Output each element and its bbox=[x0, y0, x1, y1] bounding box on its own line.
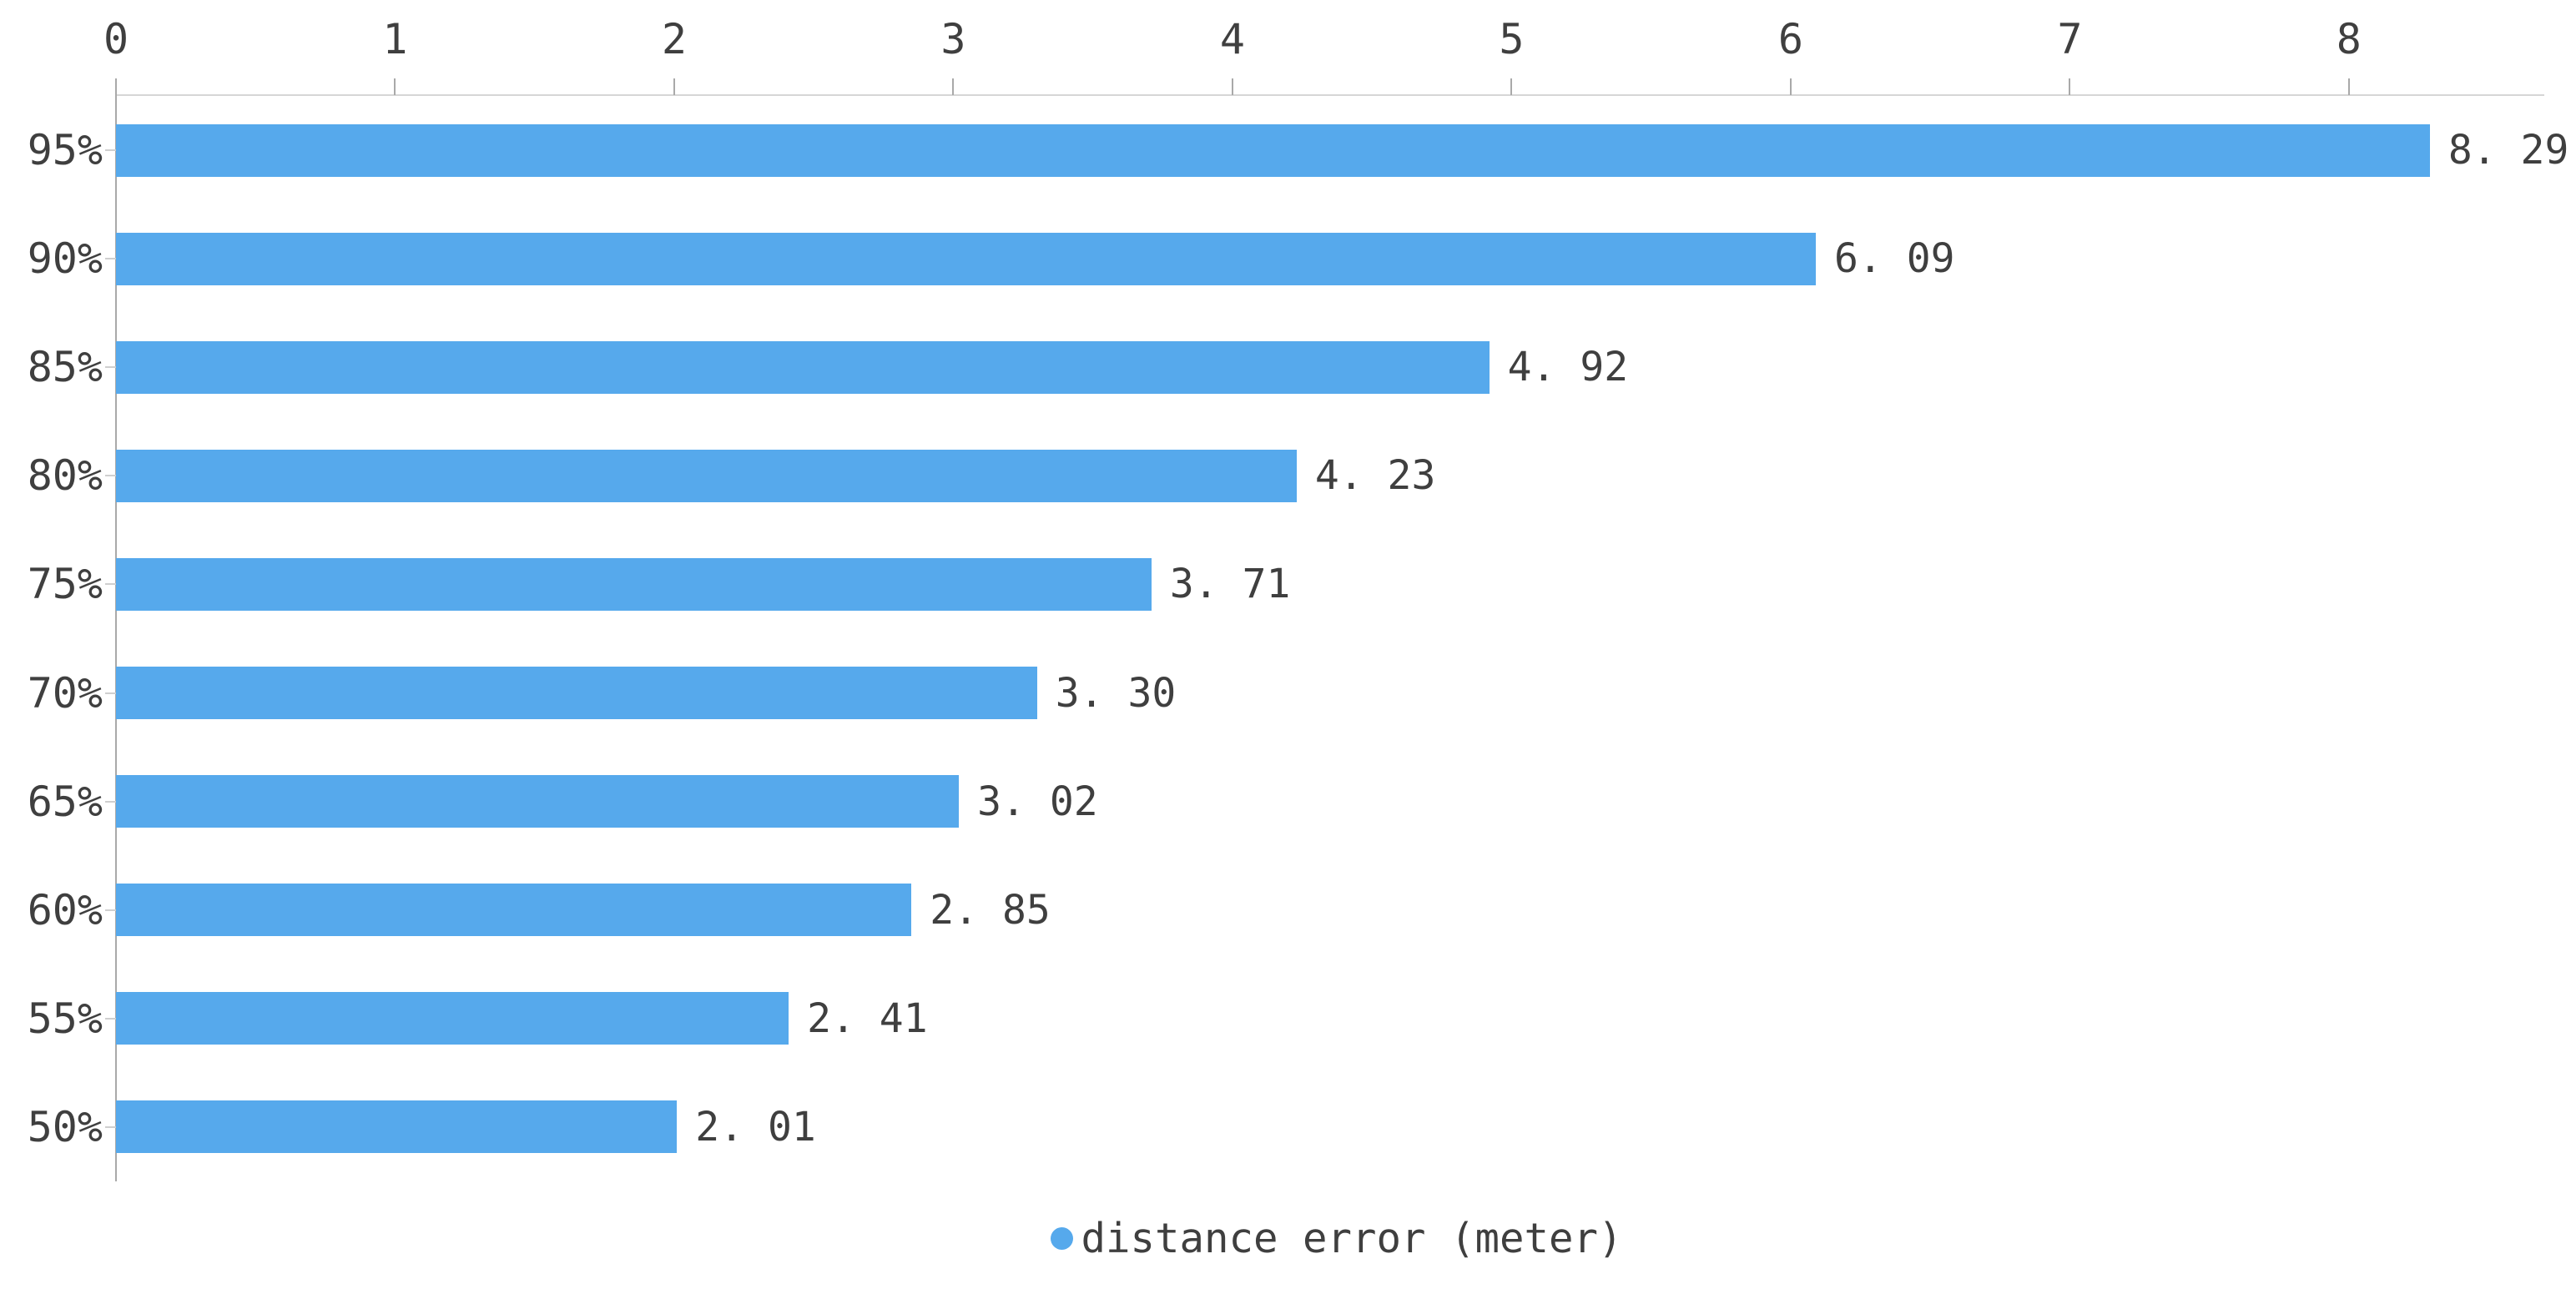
x-tick-label: 6 bbox=[1777, 15, 1803, 63]
category-tick bbox=[105, 475, 116, 477]
category-label: 85% bbox=[27, 343, 103, 392]
x-axis-tick bbox=[2347, 78, 2350, 95]
x-tick-label: 7 bbox=[2057, 15, 2083, 63]
value-label: 3. 71 bbox=[1169, 561, 1291, 608]
x-tick-label: 8 bbox=[2336, 15, 2362, 63]
bar bbox=[116, 123, 2430, 177]
category-label: 65% bbox=[27, 777, 103, 826]
category-tick bbox=[105, 583, 116, 586]
legend-label: distance error (meter) bbox=[1081, 1214, 1623, 1262]
value-label: 4. 23 bbox=[1314, 452, 1436, 500]
value-label: 3. 30 bbox=[1055, 669, 1177, 717]
bar bbox=[116, 992, 789, 1045]
x-tick-label: 4 bbox=[1219, 15, 1245, 63]
x-axis-tick bbox=[1231, 78, 1233, 95]
bar-row: 85% 4. 92 bbox=[0, 313, 2576, 421]
x-axis-tick bbox=[115, 78, 117, 95]
category-label: 95% bbox=[27, 126, 103, 175]
category-label: 70% bbox=[27, 668, 103, 718]
category-tick bbox=[105, 692, 116, 694]
value-label: 4. 92 bbox=[1507, 344, 1629, 391]
bar bbox=[116, 775, 960, 828]
x-tick-label: 5 bbox=[1499, 15, 1525, 63]
value-label: 2. 85 bbox=[930, 886, 1051, 934]
y-axis-line bbox=[115, 95, 117, 1181]
x-tick-label: 0 bbox=[103, 15, 129, 63]
category-tick bbox=[105, 366, 116, 369]
bar-row: 50% 2. 01 bbox=[0, 1073, 2576, 1181]
bar-row: 80% 4. 23 bbox=[0, 421, 2576, 530]
x-axis-tick bbox=[394, 78, 396, 95]
x-axis-tick bbox=[952, 78, 955, 95]
category-label: 55% bbox=[27, 994, 103, 1043]
bar-row: 75% 3. 71 bbox=[0, 530, 2576, 638]
x-tick-label: 2 bbox=[661, 15, 687, 63]
bar bbox=[116, 449, 1297, 502]
category-tick bbox=[105, 258, 116, 260]
category-label: 80% bbox=[27, 451, 103, 501]
bar-row: 65% 3. 02 bbox=[0, 748, 2576, 856]
x-tick-label: 1 bbox=[382, 15, 408, 63]
bar-row: 95% 8. 29 bbox=[0, 96, 2576, 204]
category-tick bbox=[105, 909, 116, 911]
legend[interactable]: distance error (meter) bbox=[1050, 1206, 1623, 1270]
category-tick bbox=[105, 1017, 116, 1020]
bar-row: 60% 2. 85 bbox=[0, 856, 2576, 964]
bar bbox=[116, 232, 1816, 285]
category-tick bbox=[105, 800, 116, 803]
category-tick bbox=[105, 1125, 116, 1128]
value-label: 6. 09 bbox=[1834, 235, 1955, 283]
bar bbox=[116, 1100, 678, 1154]
category-label: 75% bbox=[27, 560, 103, 609]
value-label: 8. 29 bbox=[2447, 127, 2569, 174]
value-label: 2. 01 bbox=[695, 1103, 816, 1151]
x-axis-tick bbox=[2069, 78, 2071, 95]
x-tick-label: 3 bbox=[940, 15, 966, 63]
bar bbox=[116, 557, 1152, 611]
bar-row: 70% 3. 30 bbox=[0, 639, 2576, 748]
x-axis-tick bbox=[1789, 78, 1792, 95]
bar bbox=[116, 340, 1490, 394]
bar-row: 55% 2. 41 bbox=[0, 964, 2576, 1073]
x-axis-tick bbox=[673, 78, 675, 95]
category-label: 90% bbox=[27, 234, 103, 284]
x-axis-line bbox=[116, 94, 2544, 96]
value-label: 2. 41 bbox=[807, 994, 928, 1042]
category-label: 50% bbox=[27, 1102, 103, 1151]
bar bbox=[116, 884, 912, 937]
category-tick bbox=[105, 149, 116, 152]
x-axis: 0 1 2 3 4 5 6 7 8 bbox=[0, 0, 2576, 100]
value-label: 3. 02 bbox=[977, 778, 1098, 825]
legend-marker-icon bbox=[1050, 1226, 1073, 1250]
x-axis-tick bbox=[1510, 78, 1513, 95]
category-label: 60% bbox=[27, 885, 103, 934]
bar bbox=[116, 667, 1037, 720]
bar-row: 90% 6. 09 bbox=[0, 204, 2576, 313]
